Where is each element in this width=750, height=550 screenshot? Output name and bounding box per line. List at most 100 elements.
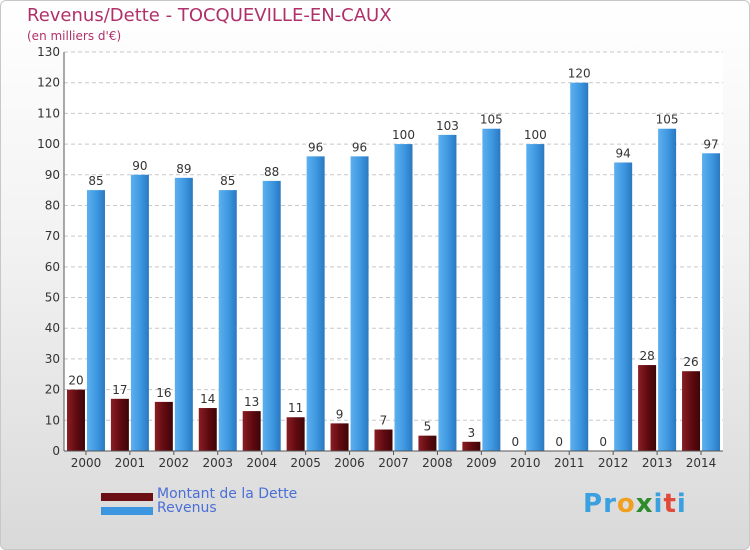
bar-dette [242, 411, 261, 451]
data-label-revenus: 89 [176, 162, 191, 176]
bar-dette [682, 371, 701, 451]
y-tick-label: 20 [45, 383, 60, 397]
data-label-revenus: 85 [220, 174, 235, 188]
y-tick-label: 60 [45, 260, 60, 274]
bar-revenus [350, 156, 369, 451]
bar-revenus [482, 128, 501, 451]
bar-dette [330, 423, 349, 451]
legend-swatch-dette [101, 493, 153, 501]
x-tick-label: 2006 [334, 456, 365, 470]
x-tick-label: 2002 [159, 456, 190, 470]
data-label-revenus: 103 [436, 119, 459, 133]
data-label-revenus: 100 [392, 128, 415, 142]
logo-letter: i [653, 489, 664, 519]
x-tick-label: 2005 [290, 456, 321, 470]
data-label-revenus: 105 [656, 113, 679, 127]
x-tick-label: 2000 [71, 456, 102, 470]
y-tick-label: 40 [45, 321, 60, 335]
bar-revenus [526, 144, 545, 452]
data-label-dette: 14 [200, 392, 215, 406]
data-label-dette: 17 [112, 383, 127, 397]
data-label-dette: 20 [68, 374, 83, 388]
data-label-dette: 13 [244, 395, 259, 409]
data-label-revenus: 94 [616, 146, 631, 160]
data-label-dette: 0 [511, 435, 519, 449]
x-tick-label: 2003 [202, 456, 233, 470]
data-label-dette: 26 [683, 355, 698, 369]
x-tick-label: 2004 [246, 456, 277, 470]
logo-letter: x [635, 489, 654, 519]
data-label-dette: 0 [555, 435, 563, 449]
data-label-revenus: 96 [352, 140, 367, 154]
bar-revenus [570, 82, 589, 451]
bar-revenus [86, 190, 105, 451]
y-tick-label: 70 [45, 229, 60, 243]
y-tick-label: 110 [37, 106, 60, 120]
bar-dette [418, 435, 437, 451]
bar-revenus [218, 190, 237, 451]
bar-revenus [130, 174, 149, 451]
chart-subtitle: (en milliers d'€) [27, 29, 122, 43]
bar-dette [66, 389, 85, 451]
x-tick-label: 2008 [422, 456, 453, 470]
bar-revenus [702, 153, 721, 452]
x-tick-label: 2014 [686, 456, 717, 470]
bar-revenus [658, 128, 677, 451]
data-label-revenus: 100 [524, 128, 547, 142]
data-label-dette: 11 [288, 401, 303, 415]
bar-dette [638, 365, 657, 451]
bar-dette [286, 417, 305, 451]
bar-dette [462, 441, 481, 451]
x-tick-label: 2012 [598, 456, 629, 470]
y-tick-label: 80 [45, 198, 60, 212]
x-tick-label: 2001 [115, 456, 146, 470]
data-label-dette: 9 [336, 407, 344, 421]
proxiti-logo: Proxiti [583, 489, 687, 519]
logo-letter: i [676, 489, 687, 519]
x-tick-label: 2007 [378, 456, 409, 470]
y-tick-label: 30 [45, 352, 60, 366]
data-label-dette: 7 [380, 414, 388, 428]
data-label-dette: 0 [599, 435, 607, 449]
bar-revenus [174, 177, 193, 452]
legend-label-revenus: Revenus [157, 500, 217, 516]
data-label-revenus: 105 [480, 113, 503, 127]
legend-label-dette: Montant de la Dette [157, 486, 298, 502]
x-tick-label: 2009 [466, 456, 497, 470]
x-tick-label: 2011 [554, 456, 585, 470]
bar-dette [110, 398, 129, 451]
data-label-revenus: 120 [568, 67, 591, 81]
data-label-revenus: 90 [132, 159, 147, 173]
logo-letter: P [583, 489, 604, 519]
data-label-revenus: 88 [264, 165, 279, 179]
y-tick-label: 90 [45, 168, 60, 182]
y-tick-label: 120 [37, 76, 60, 90]
plot-area [64, 52, 723, 451]
y-tick-label: 100 [37, 137, 60, 151]
bar-revenus [394, 144, 413, 452]
bar-revenus [262, 180, 281, 451]
bar-dette [198, 408, 217, 451]
bar-dette [374, 429, 393, 451]
data-label-dette: 16 [156, 386, 171, 400]
bar-revenus [614, 162, 633, 451]
bar-revenus [438, 134, 457, 451]
data-label-revenus: 85 [88, 174, 103, 188]
legend-swatch-revenus [101, 507, 153, 515]
data-label-revenus: 96 [308, 140, 323, 154]
x-tick-label: 2013 [642, 456, 673, 470]
chart-title: Revenus/Dette - TOCQUEVILLE-EN-CAUX [27, 5, 392, 26]
data-label-revenus: 97 [703, 137, 718, 151]
y-tick-label: 10 [45, 413, 60, 427]
logo-letter: t [663, 489, 677, 519]
y-tick-label: 130 [37, 45, 60, 59]
logo-letter: r [603, 489, 617, 519]
y-tick-label: 50 [45, 291, 60, 305]
data-label-dette: 5 [424, 420, 432, 434]
x-tick-label: 2010 [510, 456, 541, 470]
data-label-dette: 28 [639, 349, 654, 363]
logo-letter: o [616, 489, 636, 519]
bar-dette [154, 401, 173, 451]
